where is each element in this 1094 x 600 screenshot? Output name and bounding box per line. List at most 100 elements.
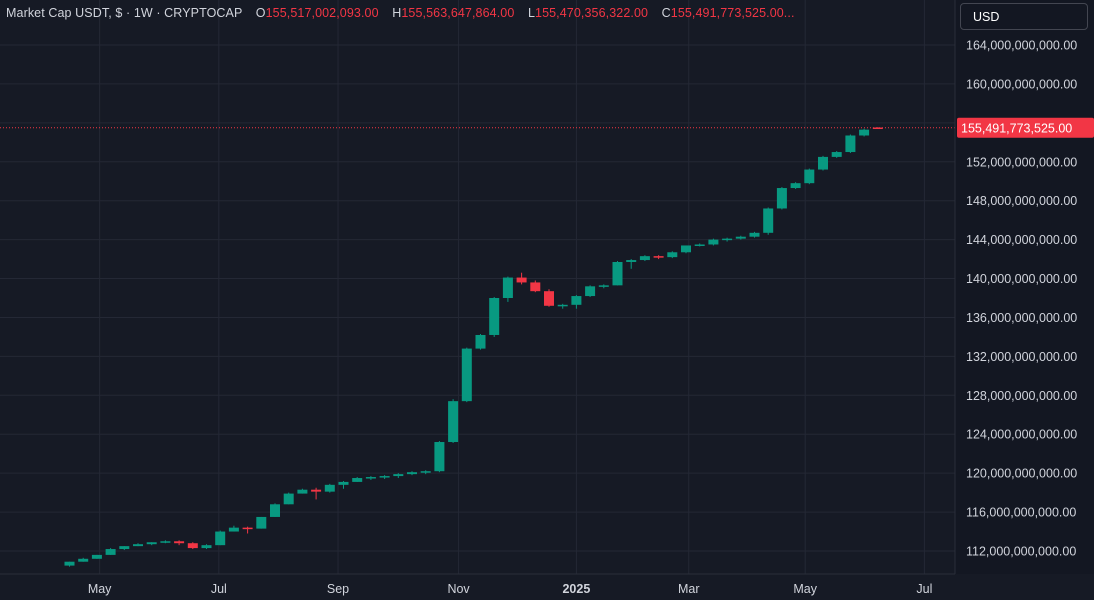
candle-up — [420, 470, 431, 475]
x-tick-label: Nov — [447, 582, 470, 596]
high-value: 155,563,647,864.00 — [401, 6, 515, 20]
candle-body — [516, 277, 527, 283]
y-tick-label: 128,000,000,000.00 — [966, 389, 1077, 403]
candle-body — [653, 256, 664, 258]
candle-up — [571, 295, 582, 309]
candle-up — [283, 492, 294, 505]
candle-body — [571, 296, 582, 305]
candle-up — [256, 516, 267, 529]
candle-body — [105, 549, 116, 555]
y-tick-label: 140,000,000,000.00 — [966, 272, 1077, 286]
x-tick-label: May — [793, 582, 817, 596]
candle-body — [708, 239, 719, 245]
candle-down — [242, 526, 253, 534]
candle-down — [530, 280, 541, 293]
candle-up — [735, 235, 746, 240]
close-key: C — [661, 6, 671, 20]
candle-up — [393, 473, 404, 479]
candle-body — [722, 238, 733, 241]
candle-body — [420, 471, 431, 473]
low-value: 155,470,356,322.00 — [535, 6, 649, 20]
candle-up — [694, 243, 705, 247]
y-tick-label: 112,000,000,000.00 — [966, 545, 1076, 559]
candle-body — [91, 554, 102, 559]
candle-body — [475, 334, 486, 349]
candle-body — [530, 282, 541, 292]
candle-down — [544, 289, 554, 307]
y-tick-label: 124,000,000,000.00 — [966, 428, 1077, 442]
candle-up — [379, 475, 390, 479]
candle-body — [489, 298, 500, 335]
open-value: 155,517,002,093.00 — [265, 6, 379, 20]
candle-body — [859, 129, 870, 136]
candle-up — [338, 480, 349, 489]
price-axis-background[interactable] — [955, 0, 1094, 574]
candle-up — [598, 284, 609, 289]
symbol-title[interactable]: Market Cap USDT, $ · 1W · CRYPTOCAP — [6, 6, 243, 20]
candle-up — [407, 471, 417, 476]
candle-up — [859, 128, 870, 137]
candle-down — [174, 540, 185, 546]
candle-up — [352, 477, 363, 482]
candle-up — [626, 259, 637, 269]
candle-up — [133, 543, 143, 547]
candle-up — [215, 530, 226, 546]
currency-button[interactable]: USD — [960, 3, 1088, 30]
y-tick-label: 164,000,000,000.00 — [966, 39, 1077, 53]
last-price-tag-background — [957, 117, 1094, 138]
candle-up — [365, 476, 376, 480]
candle-body — [187, 543, 198, 549]
candle-up — [681, 245, 691, 254]
x-tick-label: Sep — [327, 582, 349, 596]
candle-up — [324, 483, 335, 493]
time-axis[interactable]: May Jul Sep Nov 2025 Mar May Jul — [88, 582, 933, 596]
candle-up — [818, 155, 828, 171]
candle-up — [708, 238, 719, 246]
candle-up — [119, 546, 130, 551]
candle-body — [804, 169, 815, 184]
candle-body — [872, 127, 883, 130]
candle-up — [434, 441, 445, 473]
close-value: 155,491,773,525.00... — [670, 6, 795, 20]
candle-body — [790, 183, 801, 189]
candle-up — [845, 134, 856, 154]
candle-body — [557, 304, 568, 307]
candle-up — [639, 255, 650, 262]
candle-up — [667, 251, 678, 259]
candle-down — [872, 127, 883, 130]
candle-up — [557, 303, 568, 309]
candle-up — [270, 503, 280, 517]
candle-body — [324, 484, 335, 492]
y-tick-label: 148,000,000,000.00 — [966, 194, 1077, 208]
candle-down — [187, 542, 198, 550]
candle-up — [201, 544, 212, 550]
candle-body — [379, 476, 390, 478]
open-key: O — [255, 6, 266, 20]
candle-body — [461, 348, 472, 402]
candle-body — [228, 527, 239, 532]
candle-body — [407, 472, 417, 475]
candle-up — [749, 231, 760, 238]
x-tick-label: Mar — [678, 582, 700, 596]
candle-down — [516, 272, 527, 285]
x-tick-label: Jul — [916, 582, 932, 596]
candle-body — [818, 156, 828, 170]
candle-up — [105, 548, 116, 555]
y-tick-label: 136,000,000,000.00 — [966, 311, 1077, 325]
symbol-legend: Market Cap USDT, $ · 1W · CRYPTOCAP O155… — [6, 6, 795, 20]
candle-up — [763, 207, 774, 235]
candle-body — [502, 277, 513, 298]
candle-body — [270, 504, 280, 517]
price-axis[interactable]: 112,000,000,000.00 116,000,000,000.00 120,… — [966, 39, 1077, 559]
candle-body — [749, 232, 760, 237]
candle-body — [201, 545, 212, 549]
candle-body — [133, 544, 143, 547]
candle-body — [283, 493, 294, 505]
candle-body — [585, 286, 596, 297]
candle-body — [845, 135, 856, 153]
y-tick-label: 132,000,000,000.00 — [966, 350, 1077, 364]
high-key: H — [392, 6, 402, 20]
candle-up — [831, 151, 842, 158]
